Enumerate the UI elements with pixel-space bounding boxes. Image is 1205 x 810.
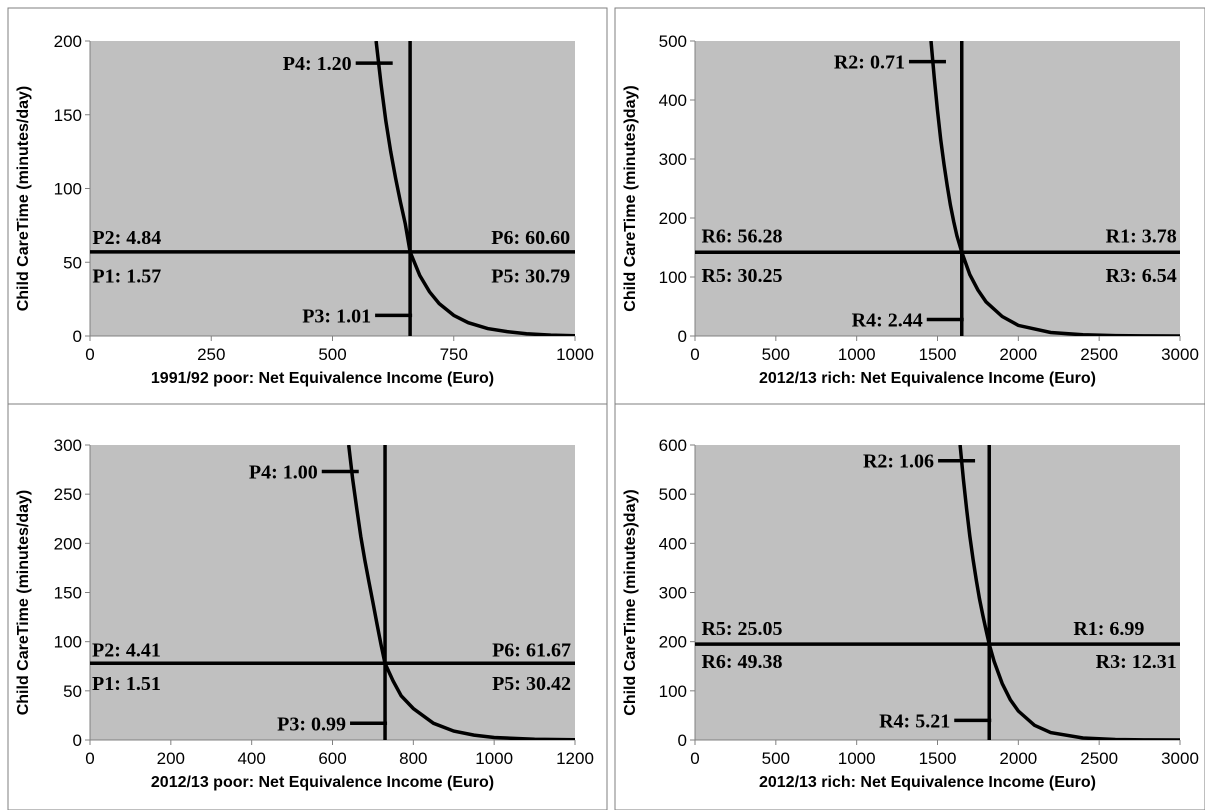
x-tick-label: 0: [85, 345, 94, 364]
y-axis-title: Child CareTime (minutes)day): [622, 489, 639, 715]
y-tick-label: 100: [659, 682, 687, 701]
x-tick-label: 1000: [475, 749, 513, 768]
annotation-label: P4: 1.20: [283, 53, 352, 75]
annotation-label: P6: 61.67: [492, 640, 571, 662]
y-axis-title: Child CareTime (minutes/day): [15, 86, 32, 312]
x-tick-label: 1000: [838, 749, 876, 768]
y-tick-label: 150: [54, 106, 82, 125]
x-tick-label: 2000: [999, 345, 1037, 364]
x-tick-label: 1000: [838, 345, 876, 364]
y-tick-label: 0: [678, 327, 687, 346]
x-tick-label: 800: [399, 749, 427, 768]
x-tick-label: 0: [690, 749, 699, 768]
x-axis-title: 2012/13 rich: Net Equivalence Income (Eu…: [759, 370, 1096, 387]
y-tick-label: 100: [54, 633, 82, 652]
y-tick-label: 200: [54, 32, 82, 51]
x-tick-label: 0: [690, 345, 699, 364]
y-tick-label: 0: [678, 731, 687, 750]
chart-panel-bottom-left: 0 200 400 600 800 1000 1200 0 50 100 150 200 250 300 2…: [7, 403, 608, 810]
annotation-label: P1: 1.57: [92, 266, 161, 288]
plot-area: [695, 41, 1180, 336]
y-tick-label: 100: [54, 180, 82, 199]
x-tick-label: 600: [318, 749, 346, 768]
annotation-label: R4: 5.21: [879, 710, 950, 732]
decay-curve: [929, 41, 1180, 336]
y-tick-label: 600: [659, 436, 687, 455]
annotation-label: P4: 1.00: [249, 462, 318, 484]
x-tick-label: 3000: [1161, 345, 1199, 364]
y-tick-label: 500: [659, 485, 687, 504]
x-tick-label: 400: [237, 749, 265, 768]
annotation-label: P5: 30.79: [491, 266, 570, 288]
x-axis-title: 1991/92 poor: Net Equivalence Income (Eu…: [151, 370, 494, 387]
annotation-label: R5: 25.05: [701, 618, 782, 640]
chart-panel-bottom-right: 0 500 1000 1500 2000 2500 3000 0 100 200 300 400 500…: [614, 403, 1205, 810]
y-tick-label: 100: [659, 268, 687, 287]
x-tick-label: 0: [85, 749, 94, 768]
y-tick-label: 200: [659, 633, 687, 652]
y-tick-label: 250: [54, 485, 82, 504]
y-tick-label: 300: [54, 436, 82, 455]
y-tick-label: 50: [63, 682, 82, 701]
x-tick-label: 2000: [999, 749, 1037, 768]
annotation-label: R3: 12.31: [1096, 651, 1177, 673]
panel-frame: [614, 403, 1205, 810]
x-tick-label: 1500: [919, 345, 957, 364]
annotation-label: P6: 60.60: [491, 227, 570, 249]
y-tick-label: 300: [659, 150, 687, 169]
x-tick-label: 2500: [1080, 345, 1118, 364]
annotation-label: R3: 6.54: [1106, 265, 1177, 287]
annotation-label: R6: 49.38: [701, 651, 782, 673]
annotation-label: P3: 1.01: [302, 305, 371, 327]
x-tick-label: 2500: [1080, 749, 1118, 768]
x-axis-title: 2012/13 rich: Net Equivalence Income (Eu…: [759, 774, 1096, 791]
y-tick-label: 400: [659, 91, 687, 110]
y-tick-label: 300: [659, 584, 687, 603]
y-tick-label: 400: [659, 534, 687, 553]
annotation-label: P5: 30.42: [492, 673, 571, 695]
annotation-label: P2: 4.41: [92, 640, 161, 662]
x-axis-title: 2012/13 poor: Net Equivalence Income (Eu…: [151, 774, 494, 791]
y-tick-label: 0: [73, 731, 82, 750]
x-tick-label: 1500: [919, 749, 957, 768]
x-tick-label: 250: [197, 345, 225, 364]
plot-area: [90, 41, 575, 336]
x-tick-label: 750: [440, 345, 468, 364]
annotation-label: R2: 0.71: [834, 52, 905, 74]
annotation-label: R4: 2.44: [852, 309, 923, 331]
annotation-label: R2: 1.06: [863, 451, 934, 473]
annotation-label: R5: 30.25: [701, 265, 782, 287]
y-axis-title: Child CareTime (minutes)day): [622, 85, 639, 311]
x-tick-label: 3000: [1161, 749, 1199, 768]
x-tick-label: 500: [318, 345, 346, 364]
y-tick-label: 200: [54, 534, 82, 553]
chart-panel-top-left: 0 250 500 750 1000 0 50 100 150 200 1991/92 poor: …: [7, 7, 608, 405]
annotation-label: R6: 56.28: [701, 226, 782, 248]
annotation-label: P3: 0.99: [277, 713, 346, 735]
plot-area: [695, 445, 1180, 740]
x-tick-label: 500: [762, 749, 790, 768]
decay-curve: [958, 445, 1180, 740]
y-tick-label: 0: [73, 327, 82, 346]
x-tick-label: 1200: [556, 749, 594, 768]
y-tick-label: 50: [63, 253, 82, 272]
chart-panel-top-right: 0 500 1000 1500 2000 2500 3000 0 100 200 300 400 500…: [614, 7, 1205, 405]
annotation-label: P1: 1.51: [92, 673, 161, 695]
annotation-label: R1: 6.99: [1073, 618, 1144, 640]
x-tick-label: 500: [762, 345, 790, 364]
y-tick-label: 200: [659, 209, 687, 228]
y-tick-label: 500: [659, 32, 687, 51]
plot-area: [90, 445, 575, 740]
y-axis-title: Child CareTime (minutes/day): [15, 490, 32, 716]
panel-frame: [7, 403, 608, 810]
x-tick-label: 1000: [556, 345, 594, 364]
annotation-label: P2: 4.84: [92, 227, 161, 249]
decay-curve: [374, 41, 575, 336]
x-tick-label: 200: [157, 749, 185, 768]
annotation-label: R1: 3.78: [1106, 226, 1177, 248]
y-tick-label: 150: [54, 584, 82, 603]
